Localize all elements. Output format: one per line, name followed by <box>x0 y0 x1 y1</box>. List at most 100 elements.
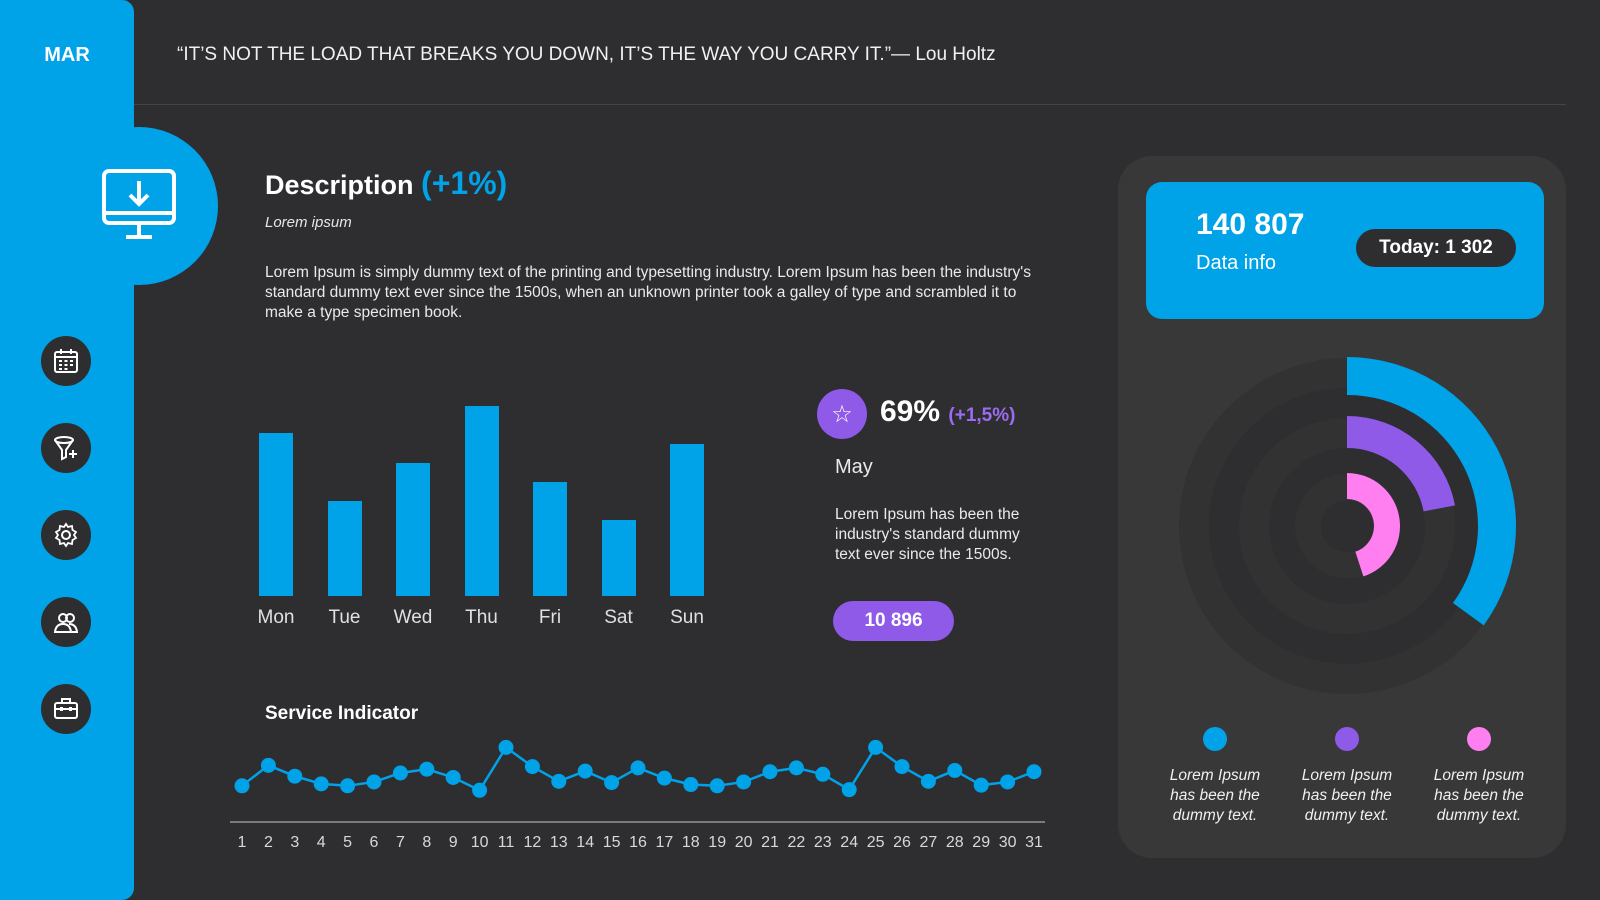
service-point-15 <box>604 775 620 791</box>
service-tick-30: 30 <box>999 834 1017 851</box>
month-label: MAR <box>44 44 90 66</box>
service-tick-17: 17 <box>656 834 674 851</box>
service-point-29 <box>973 777 989 793</box>
service-point-7 <box>392 765 408 781</box>
bar-label-sat: Sat <box>604 607 633 628</box>
nav-filter-button[interactable] <box>41 423 91 473</box>
header-quote: “IT’S NOT THE LOAD THAT BREAKS YOU DOWN,… <box>177 44 996 65</box>
users-icon <box>53 613 79 633</box>
service-point-30 <box>1000 774 1016 790</box>
service-tick-24: 24 <box>840 834 858 851</box>
service-tick-4: 4 <box>317 834 326 851</box>
header-divider <box>134 104 1566 105</box>
kpi-body: Lorem Ipsum has been the industry's stan… <box>835 506 1020 563</box>
service-point-26 <box>894 759 910 775</box>
service-tick-29: 29 <box>972 834 990 851</box>
radial-arc-1 <box>1347 357 1516 626</box>
data-info-number: 140 807 <box>1196 208 1305 241</box>
legend-dot-2 <box>1335 727 1359 751</box>
data-info-label: Data info <box>1196 252 1277 274</box>
service-point-11 <box>498 739 514 755</box>
service-point-31 <box>1026 764 1042 780</box>
service-tick-7: 7 <box>396 834 405 851</box>
monitor-download-tile[interactable] <box>60 127 218 285</box>
service-tick-27: 27 <box>920 834 938 851</box>
service-tick-19: 19 <box>708 834 726 851</box>
bar-label-tue: Tue <box>328 607 361 628</box>
service-point-2 <box>260 757 276 773</box>
bar-label-sun: Sun <box>670 607 704 628</box>
bar-mon <box>259 432 293 596</box>
radial-arc-3 <box>1347 473 1400 577</box>
bar-label-wed: Wed <box>393 607 433 628</box>
service-tick-2: 2 <box>264 834 273 851</box>
radial-arc-2 <box>1347 416 1456 512</box>
service-tick-3: 3 <box>290 834 299 851</box>
service-point-1 <box>234 778 250 794</box>
service-tick-14: 14 <box>576 834 594 851</box>
legend-text-3: Lorem Ipsum has been the dummy text. <box>1433 767 1525 824</box>
legend-text-1: Lorem Ipsum has been the dummy text. <box>1169 767 1261 824</box>
kpi-percent: 69% <box>880 395 941 428</box>
service-point-20 <box>736 774 752 790</box>
nav-briefcase-button[interactable] <box>41 684 91 734</box>
service-point-5 <box>340 778 356 794</box>
service-tick-22: 22 <box>788 834 806 851</box>
service-tick-9: 9 <box>449 834 458 851</box>
service-tick-21: 21 <box>761 834 779 851</box>
description-title-text: Description <box>265 170 414 200</box>
bar-label-thu: Thu <box>465 607 498 628</box>
kpi-pill[interactable]: 10 896 <box>833 601 954 641</box>
star-icon: ☆ <box>817 389 867 439</box>
service-point-4 <box>313 776 329 792</box>
service-tick-26: 26 <box>893 834 911 851</box>
description-change: (+1%) <box>421 165 508 201</box>
service-tick-11: 11 <box>498 834 515 851</box>
service-tick-5: 5 <box>343 834 352 851</box>
service-tick-8: 8 <box>422 834 431 851</box>
service-point-10 <box>472 782 488 798</box>
bar-sat <box>601 520 636 596</box>
service-tick-20: 20 <box>735 834 753 851</box>
service-point-18 <box>683 777 699 793</box>
bar-tue <box>327 501 362 596</box>
filter-icon <box>54 436 77 461</box>
service-indicator-title: Service Indicator <box>265 703 419 724</box>
service-line-chart: 1 2 3 4 5 6 7 8 9 10 11 12 13 14 15 16 17 18 19 20 21 22 23 24 2… <box>230 739 1045 851</box>
service-point-28 <box>947 762 963 778</box>
service-tick-31: 31 <box>1025 834 1043 851</box>
kpi-value: 69% (+1,5%) <box>880 395 1015 429</box>
service-point-13 <box>551 773 567 789</box>
service-tick-13: 13 <box>550 834 568 851</box>
service-point-16 <box>630 760 646 776</box>
service-point-24 <box>841 782 857 798</box>
service-tick-12: 12 <box>524 834 542 851</box>
radial-chart <box>1179 357 1516 694</box>
service-tick-6: 6 <box>370 834 379 851</box>
kpi-month: May <box>835 456 873 478</box>
today-badge: Today: 1 302 <box>1356 229 1516 267</box>
nav-calendar-button[interactable] <box>41 336 91 386</box>
nav-users-button[interactable] <box>41 597 91 647</box>
service-point-21 <box>762 764 778 780</box>
bar-wed <box>396 463 430 596</box>
service-tick-15: 15 <box>603 834 621 851</box>
service-tick-1: 1 <box>238 834 247 851</box>
bar-fri <box>533 482 567 596</box>
legend-dot-3 <box>1467 727 1491 751</box>
service-tick-18: 18 <box>682 834 700 851</box>
service-tick-10: 10 <box>471 834 489 851</box>
service-point-19 <box>709 778 725 794</box>
service-point-14 <box>577 763 593 779</box>
legend-text-2: Lorem Ipsum has been the dummy text. <box>1301 767 1393 824</box>
monitor-download-icon <box>102 169 176 239</box>
service-tick-23: 23 <box>814 834 832 851</box>
bar-sun <box>670 444 704 596</box>
service-point-3 <box>287 768 303 784</box>
calendar-icon <box>54 349 78 373</box>
service-point-23 <box>815 766 831 782</box>
kpi-delta: (+1,5%) <box>948 405 1016 426</box>
description-title: Description (+1%) <box>265 165 507 202</box>
bar-label-mon: Mon <box>257 607 295 628</box>
nav-settings-button[interactable] <box>41 510 91 560</box>
